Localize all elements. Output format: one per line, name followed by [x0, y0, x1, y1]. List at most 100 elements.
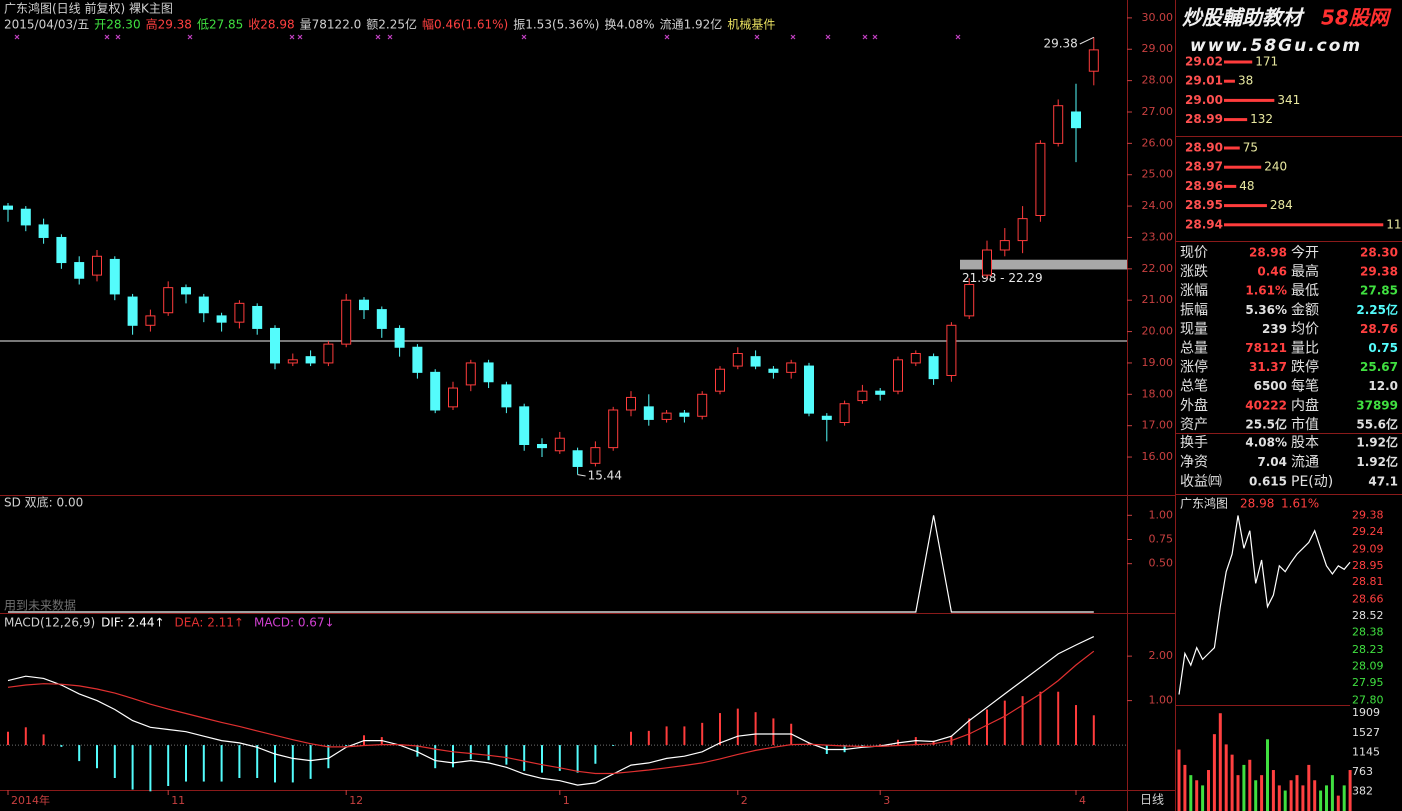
signal-marker: [375, 34, 381, 40]
quote-label: 总笔: [1180, 379, 1208, 395]
signal-marker: [297, 34, 303, 40]
price-band: [960, 259, 1127, 270]
quote-label: 跌停: [1291, 359, 1319, 376]
watermark-url: www.58Gu.com: [1190, 36, 1362, 56]
candle-body: [786, 362, 797, 373]
y-tick-label: 28.66: [1352, 593, 1384, 606]
book-price: 29.01: [1185, 74, 1223, 88]
quote-label: 金额: [1291, 302, 1319, 318]
y-tick-label: 1.00: [1149, 508, 1174, 521]
quote-value: 31.37: [1249, 360, 1287, 374]
book-bar: [1224, 79, 1235, 83]
info-item: 换4.08%: [604, 18, 654, 32]
candle-body: [483, 362, 494, 383]
candle-body: [715, 368, 725, 392]
volume-bar: [1336, 795, 1340, 811]
watermark-brand-tail: 58股网: [1321, 6, 1392, 30]
candle-body: [982, 249, 992, 276]
book-bar: [1224, 146, 1240, 150]
y-tick-label: 29.24: [1352, 525, 1384, 538]
x-tick-label: 2: [741, 794, 748, 807]
volume-bar: [1271, 770, 1275, 811]
y-tick-label: 28.95: [1352, 559, 1384, 572]
intraday-price: 28.98: [1240, 497, 1274, 511]
info-item: 2015/04/03/五: [4, 18, 89, 32]
book-volume: 284: [1270, 198, 1293, 212]
y-tick-label: 24.00: [1142, 199, 1174, 212]
quote-value: 1.61%: [1245, 284, 1287, 298]
info-item: 振1.53(5.36%): [513, 18, 599, 32]
candle-body: [661, 412, 672, 420]
indicator-line: [8, 515, 1094, 613]
y-tick-label: 27.80: [1352, 693, 1384, 706]
y-tick-label: 28.52: [1352, 609, 1384, 622]
volume-bar: [1277, 785, 1281, 811]
volume-bar: [1254, 780, 1258, 811]
intraday-change: 1.61%: [1281, 497, 1319, 511]
y-tick-label: 0.75: [1149, 532, 1174, 545]
quote-label: 现量: [1180, 321, 1208, 337]
book-bar: [1224, 118, 1248, 122]
book-bar: [1224, 98, 1275, 102]
quote-value: 5.36%: [1245, 303, 1287, 317]
book-volume: 75: [1243, 141, 1258, 155]
signal-marker: [289, 34, 295, 40]
quote-label: 涨幅: [1180, 283, 1208, 299]
volume-bar: [1242, 764, 1246, 811]
book-bar: [1224, 204, 1267, 208]
candle-body: [56, 236, 67, 264]
y-tick-label: 28.09: [1352, 659, 1384, 672]
y-tick-label: 382: [1352, 784, 1373, 797]
quote-label: 换手: [1180, 434, 1208, 451]
quote-label: 总量: [1180, 341, 1208, 357]
x-tick-label: 1: [563, 794, 570, 807]
book-price: 29.02: [1185, 55, 1223, 69]
candle-body: [839, 403, 850, 424]
legend-entry: MACD: 0.67↓: [254, 616, 335, 630]
quote-label: 流通: [1291, 454, 1319, 470]
volume-bar: [1266, 739, 1269, 811]
candle-body: [287, 359, 298, 364]
quote-value: 28.98: [1249, 246, 1287, 260]
quote-value: 29.38: [1360, 265, 1398, 279]
candle-body: [465, 362, 476, 386]
y-tick-label: 1909: [1352, 706, 1380, 719]
quote-label: 最低: [1291, 283, 1319, 299]
quote-value: 4.08%: [1245, 436, 1287, 450]
candle-body: [1053, 105, 1064, 144]
candle-body: [448, 387, 458, 408]
candle-body: [270, 327, 280, 364]
y-tick-label: 25.00: [1142, 168, 1174, 181]
x-tick-label: 4: [1079, 794, 1086, 807]
info-item: 开28.30: [94, 18, 140, 32]
candle-body: [341, 299, 352, 345]
y-tick-label: 26.00: [1142, 136, 1174, 149]
indicator-name: MACD(12,26,9): [4, 616, 95, 630]
candle-body: [92, 255, 102, 276]
quote-label: 每笔: [1291, 379, 1319, 395]
x-tick-label: 3: [883, 794, 890, 807]
signal-marker: [955, 34, 961, 40]
book-price: 28.96: [1185, 179, 1223, 193]
quote-value: 0.615: [1249, 474, 1287, 488]
x-tick-label: 11: [171, 794, 185, 807]
book-volume: 48: [1239, 179, 1254, 193]
quote-value: 40222: [1245, 398, 1287, 412]
volume-bar: [1330, 775, 1334, 811]
candle-body: [1035, 142, 1046, 217]
candle-body: [3, 205, 13, 210]
y-tick-label: 22.00: [1142, 262, 1174, 275]
signal-marker: [14, 34, 20, 40]
quote-value: 0.75: [1368, 341, 1398, 355]
quote-value: 28.30: [1360, 246, 1398, 260]
quote-label: 收益㈣: [1180, 474, 1222, 490]
quote-value: 78121: [1245, 341, 1287, 355]
signal-marker: [825, 34, 831, 40]
y-tick-label: 29.38: [1352, 509, 1384, 522]
quote-value: 47.1: [1368, 474, 1398, 488]
volume-bar: [1224, 744, 1228, 811]
info-item: 量78122.0: [300, 18, 362, 32]
candle-body: [323, 343, 334, 364]
legend-entry: DIF: 2.44↑: [101, 616, 164, 630]
